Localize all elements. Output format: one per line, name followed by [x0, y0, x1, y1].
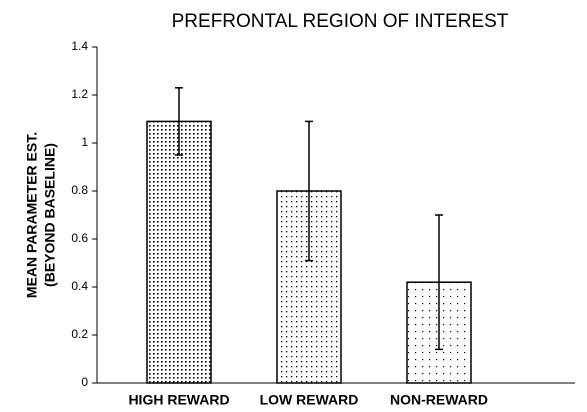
y-tick-label: 0.2: [71, 327, 88, 341]
y-tick-label: 1.2: [71, 87, 88, 101]
y-tick-label: 0.6: [71, 231, 88, 245]
x-tick-label: LOW REWARD: [260, 392, 359, 408]
y-tick-label: 0: [81, 375, 88, 389]
y-tick-label: 0.4: [71, 279, 88, 293]
bar: [146, 120, 212, 384]
y-tick-label: 0.8: [71, 183, 88, 197]
y-axis-label: MEAN PARAMETER EST.: [24, 132, 40, 298]
x-tick-label: HIGH REWARD: [128, 392, 229, 408]
y-tick-label: 1.4: [71, 39, 88, 53]
chart-title: PREFRONTAL REGION OF INTEREST: [172, 11, 509, 32]
y-tick-label: 1: [81, 135, 88, 149]
y-axis-label: (BEYOND BASELINE): [42, 143, 58, 287]
x-tick-label: NON-REWARD: [390, 392, 488, 408]
